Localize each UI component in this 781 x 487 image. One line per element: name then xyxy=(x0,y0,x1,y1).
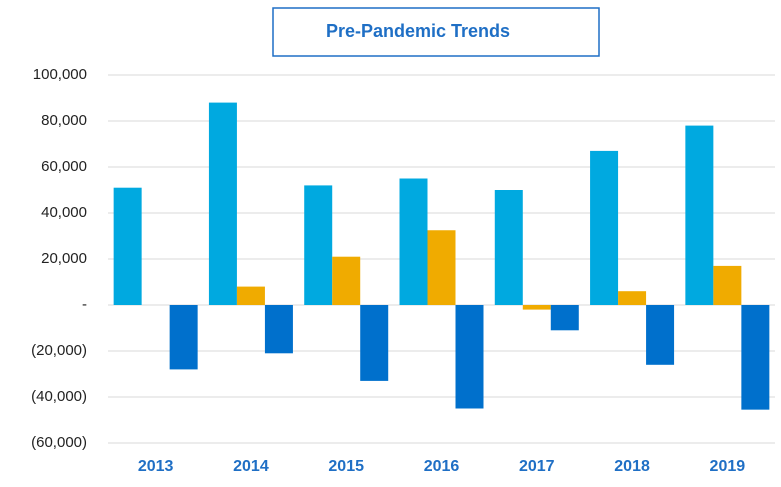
x-tick-label: 2015 xyxy=(328,458,364,475)
y-tick-label: 40,000 xyxy=(41,204,87,221)
bar xyxy=(713,265,742,305)
bar xyxy=(399,178,428,305)
chart-title: Pre-Pandemic Trends xyxy=(326,21,510,41)
bar xyxy=(264,305,293,354)
title-box xyxy=(272,7,600,57)
y-tick-label: (20,000) xyxy=(31,342,87,359)
bar xyxy=(236,286,265,305)
bar xyxy=(332,256,361,305)
bar xyxy=(618,291,647,305)
bar xyxy=(455,305,484,409)
bar xyxy=(169,305,198,370)
bar xyxy=(427,230,456,305)
y-tick-label: 60,000 xyxy=(41,158,87,175)
y-tick-label: 100,000 xyxy=(33,66,87,83)
y-tick-label: 20,000 xyxy=(41,250,87,267)
bar xyxy=(646,305,675,365)
bar xyxy=(494,190,523,305)
x-tick-label: 2013 xyxy=(138,458,174,475)
x-tick-label: 2019 xyxy=(710,458,746,475)
bar xyxy=(550,305,579,331)
bar xyxy=(360,305,389,381)
y-tick-label: (60,000) xyxy=(31,434,87,451)
bar xyxy=(113,187,142,305)
bar xyxy=(522,305,551,310)
x-tick-label: 2017 xyxy=(519,458,555,475)
x-tick-label: 2018 xyxy=(614,458,650,475)
x-tick-label: 2016 xyxy=(424,458,460,475)
bar xyxy=(685,125,714,305)
bar xyxy=(208,102,237,305)
y-tick-label: 80,000 xyxy=(41,112,87,129)
bar xyxy=(304,185,333,305)
bar xyxy=(590,150,619,305)
y-tick-label: (40,000) xyxy=(31,388,87,405)
x-tick-label: 2014 xyxy=(233,458,269,475)
bar xyxy=(741,305,770,410)
y-tick-label: - xyxy=(82,296,87,313)
